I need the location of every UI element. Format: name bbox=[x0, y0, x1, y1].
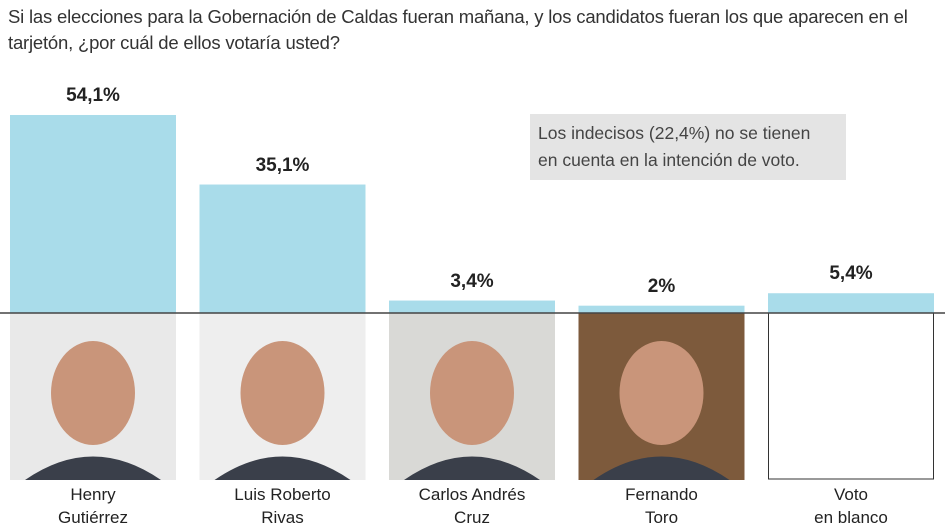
bar bbox=[578, 305, 745, 313]
photo-frame bbox=[768, 312, 934, 480]
photo-body bbox=[25, 456, 161, 480]
photo-body bbox=[214, 456, 351, 480]
x-tick-label: Henry Gutiérrez bbox=[58, 485, 128, 527]
photo-head bbox=[430, 341, 514, 445]
bar bbox=[199, 184, 366, 313]
photo-head bbox=[51, 341, 135, 445]
annotation: Los indecisos (22,4%) no se tienen en cu… bbox=[530, 114, 846, 180]
value-label: 54,1% bbox=[66, 84, 120, 106]
bar bbox=[768, 293, 934, 313]
value-label: 2% bbox=[647, 275, 676, 297]
x-tick-label: Carlos Andrés Cruz bbox=[418, 485, 526, 527]
photo-body bbox=[593, 456, 730, 480]
x-tick-label: Luis Roberto Rivas bbox=[234, 485, 331, 527]
value-label: 3,4% bbox=[450, 270, 494, 292]
value-label: 35,1% bbox=[255, 154, 310, 176]
x-tick-label: Voto en blanco bbox=[814, 485, 888, 527]
photo-body bbox=[404, 456, 540, 480]
photo-head bbox=[240, 341, 325, 445]
bar bbox=[10, 114, 176, 313]
value-label: 5,4% bbox=[829, 263, 873, 285]
bar bbox=[389, 300, 555, 313]
photo-head bbox=[619, 341, 704, 445]
chart-title: Si las elecciones para la Gobernación de… bbox=[8, 6, 908, 53]
x-tick-label: Fernando Toro bbox=[625, 485, 698, 527]
